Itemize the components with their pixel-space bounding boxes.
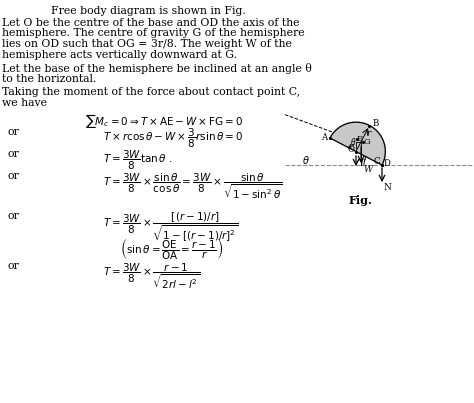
Text: D: D bbox=[384, 158, 391, 168]
Text: or: or bbox=[8, 149, 20, 159]
Text: $T = \dfrac{3W}{8} \times \dfrac{r-1}{\sqrt{2rl-l^2}}$: $T = \dfrac{3W}{8} \times \dfrac{r-1}{\s… bbox=[103, 261, 200, 291]
Text: O: O bbox=[348, 145, 355, 154]
Text: $T = \dfrac{3W}{8}\tan\theta\ .$: $T = \dfrac{3W}{8}\tan\theta\ .$ bbox=[103, 149, 173, 172]
Text: A: A bbox=[321, 133, 327, 143]
Text: Let the base of the hemisphere be inclined at an angle θ: Let the base of the hemisphere be inclin… bbox=[2, 63, 312, 74]
Polygon shape bbox=[330, 122, 385, 165]
Text: r: r bbox=[366, 129, 370, 138]
Text: lies on OD such that OG = 3r/8. The weight W of the: lies on OD such that OG = 3r/8. The weig… bbox=[2, 39, 292, 49]
Text: hemisphere. The centre of gravity G of the hemisphere: hemisphere. The centre of gravity G of t… bbox=[2, 29, 305, 39]
Text: C: C bbox=[374, 158, 381, 166]
Text: B: B bbox=[373, 119, 379, 128]
Text: or: or bbox=[8, 171, 20, 181]
Text: $\theta$: $\theta$ bbox=[302, 154, 310, 166]
Text: $T = \dfrac{3W}{8} \times \dfrac{[(r-1)/r]}{\sqrt{1-[(r-1)/r]^2}}$: $T = \dfrac{3W}{8} \times \dfrac{[(r-1)/… bbox=[103, 211, 238, 244]
Text: G: G bbox=[363, 138, 370, 146]
Text: to the horizontal.: to the horizontal. bbox=[2, 73, 96, 83]
Text: $\left(\sin\theta = \dfrac{\mathrm{OE}}{\mathrm{OA}} = \dfrac{r-1}{r}\right)$: $\left(\sin\theta = \dfrac{\mathrm{OE}}{… bbox=[120, 236, 223, 262]
Text: or: or bbox=[8, 261, 20, 271]
Text: Free body diagram is shown in Fig.: Free body diagram is shown in Fig. bbox=[51, 6, 246, 16]
Text: F: F bbox=[349, 143, 355, 151]
Text: T: T bbox=[359, 158, 365, 168]
Text: $T = \dfrac{3W}{8} \times \dfrac{\sin\theta}{\cos\theta} = \dfrac{3W}{8} \times : $T = \dfrac{3W}{8} \times \dfrac{\sin\th… bbox=[103, 171, 283, 201]
Text: or: or bbox=[8, 127, 20, 137]
Text: E: E bbox=[357, 135, 363, 143]
Text: $\theta$: $\theta$ bbox=[350, 136, 356, 147]
Text: hemisphere acts vertically downward at G.: hemisphere acts vertically downward at G… bbox=[2, 50, 237, 60]
Text: or: or bbox=[8, 211, 20, 221]
Text: Taking the moment of the force about contact point C,: Taking the moment of the force about con… bbox=[2, 87, 300, 97]
Text: $T \times r\cos\theta - W \times \dfrac{3}{8}r\sin\theta = 0$: $T \times r\cos\theta - W \times \dfrac{… bbox=[103, 127, 243, 150]
Text: W: W bbox=[363, 165, 372, 174]
Text: N: N bbox=[384, 183, 392, 192]
Text: Let O be the centre of the base and OD the axis of the: Let O be the centre of the base and OD t… bbox=[2, 18, 300, 28]
Text: we have: we have bbox=[2, 98, 47, 108]
Text: Fig.: Fig. bbox=[348, 195, 372, 206]
Text: $\sum M_c = 0 \Rightarrow T \times \mathrm{AE} - W \times \mathrm{FG} = 0$: $\sum M_c = 0 \Rightarrow T \times \math… bbox=[85, 112, 243, 130]
